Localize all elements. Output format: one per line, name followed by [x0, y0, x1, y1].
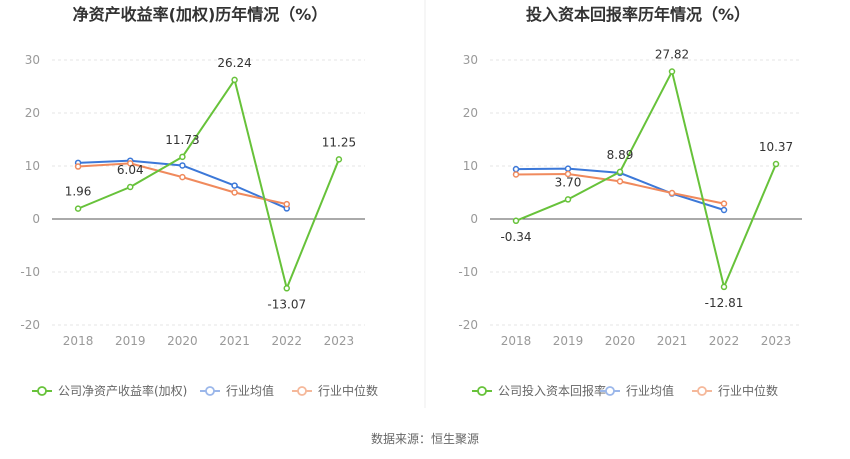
y-tick-label: -10 — [458, 265, 478, 279]
legend-marker-icon — [477, 386, 487, 396]
legend-marker-icon — [297, 386, 307, 396]
legend-marker-icon — [205, 386, 215, 396]
y-tick-label: 30 — [25, 53, 40, 67]
y-tick-label: 0 — [470, 212, 478, 226]
y-tick-label: -20 — [20, 318, 40, 332]
data-point[interactable] — [231, 76, 238, 84]
series-line — [515, 70, 777, 288]
x-tick-label: 2021 — [657, 334, 688, 348]
x-tick-label: 2018 — [501, 334, 532, 348]
data-source-note: 数据来源：恒生聚源 — [371, 431, 479, 446]
data-point[interactable] — [231, 189, 238, 196]
data-point[interactable] — [668, 68, 676, 75]
data-point[interactable] — [668, 189, 676, 197]
roic-chart-panel: 投入资本回报率历年情况（%） -20 -10 0 10 20 30 2018 2019 2020 2… — [458, 5, 802, 398]
y-tick-label: 10 — [463, 159, 478, 173]
data-point[interactable] — [127, 183, 134, 191]
data-label: 1.96 — [65, 185, 92, 199]
x-tick-label: 2020 — [167, 334, 198, 348]
data-point[interactable] — [512, 217, 520, 225]
data-label: -12.81 — [705, 296, 744, 310]
data-point[interactable] — [335, 156, 343, 163]
data-point[interactable] — [564, 165, 572, 172]
x-tick-label: 2021 — [219, 334, 250, 348]
chart-title: 净资产收益率(加权)历年情况（%） — [73, 5, 328, 24]
data-label: 3.70 — [555, 175, 582, 189]
legend-label: 公司投入资本回报率 — [498, 383, 606, 398]
data-point[interactable] — [616, 178, 624, 185]
data-label: 6.04 — [117, 163, 144, 177]
legend-label: 行业均值 — [626, 383, 674, 398]
legend-item[interactable]: 行业均值 — [600, 383, 674, 398]
legend-item[interactable]: 行业中位数 — [292, 383, 378, 398]
legend-item[interactable]: 行业均值 — [200, 383, 274, 398]
data-label: 8.89 — [607, 148, 634, 162]
legend-item[interactable]: 行业中位数 — [692, 383, 778, 398]
data-point[interactable] — [74, 163, 82, 170]
data-point[interactable] — [720, 206, 728, 214]
data-label: 11.25 — [322, 135, 356, 149]
legend-marker-icon — [697, 386, 707, 396]
roe-chart-panel: 净资产收益率(加权)历年情况（%） -20 -10 0 10 20 30 2018 2019 20… — [20, 5, 378, 398]
legend-marker-icon — [605, 386, 615, 396]
y-tick-label: 0 — [32, 212, 40, 226]
data-point[interactable] — [616, 168, 624, 176]
data-label: 10.37 — [759, 140, 793, 154]
y-tick-label: -10 — [20, 265, 40, 279]
data-point[interactable] — [720, 283, 728, 291]
x-tick-label: 2022 — [271, 334, 302, 348]
data-point[interactable] — [564, 170, 572, 178]
data-point[interactable] — [283, 285, 290, 292]
data-point[interactable] — [231, 182, 238, 189]
x-tick-label: 2022 — [709, 334, 740, 348]
legend-label: 行业均值 — [226, 383, 274, 398]
data-point[interactable] — [283, 200, 290, 208]
x-tick-label: 2019 — [553, 334, 584, 348]
data-label: 27.82 — [655, 48, 689, 62]
data-label: -0.34 — [500, 230, 531, 244]
data-label: 11.73 — [165, 133, 199, 147]
x-tick-label: 2023 — [324, 334, 355, 348]
data-label: 26.24 — [217, 56, 251, 70]
legend-label: 行业中位数 — [718, 383, 778, 398]
data-point[interactable] — [179, 153, 186, 161]
legend-marker-icon — [37, 386, 47, 396]
legend-label: 行业中位数 — [318, 383, 378, 398]
x-tick-label: 2020 — [605, 334, 636, 348]
y-tick-label: -20 — [458, 318, 478, 332]
x-tick-label: 2018 — [63, 334, 94, 348]
chart-title: 投入资本回报率历年情况（%） — [526, 5, 750, 24]
x-tick-label: 2023 — [761, 334, 792, 348]
data-label: -13.07 — [267, 297, 306, 311]
y-tick-label: 30 — [463, 53, 478, 67]
x-tick-label: 2019 — [115, 334, 146, 348]
legend-item[interactable]: 公司净资产收益率(加权) — [32, 383, 187, 398]
data-point[interactable] — [720, 200, 728, 207]
data-point[interactable] — [74, 205, 82, 212]
series-line — [77, 78, 340, 290]
data-point[interactable] — [772, 160, 780, 168]
data-point[interactable] — [564, 196, 572, 203]
data-point[interactable] — [512, 171, 520, 178]
legend-item[interactable]: 公司投入资本回报率 — [472, 383, 606, 398]
y-tick-label: 10 — [25, 159, 40, 173]
y-tick-label: 20 — [463, 106, 478, 120]
data-point[interactable] — [179, 173, 186, 181]
data-point[interactable] — [512, 165, 520, 173]
y-tick-label: 20 — [25, 106, 40, 120]
data-point[interactable] — [127, 160, 134, 167]
legend-label: 公司净资产收益率(加权) — [58, 383, 187, 398]
series-line — [78, 162, 287, 206]
data-point[interactable] — [179, 162, 186, 169]
